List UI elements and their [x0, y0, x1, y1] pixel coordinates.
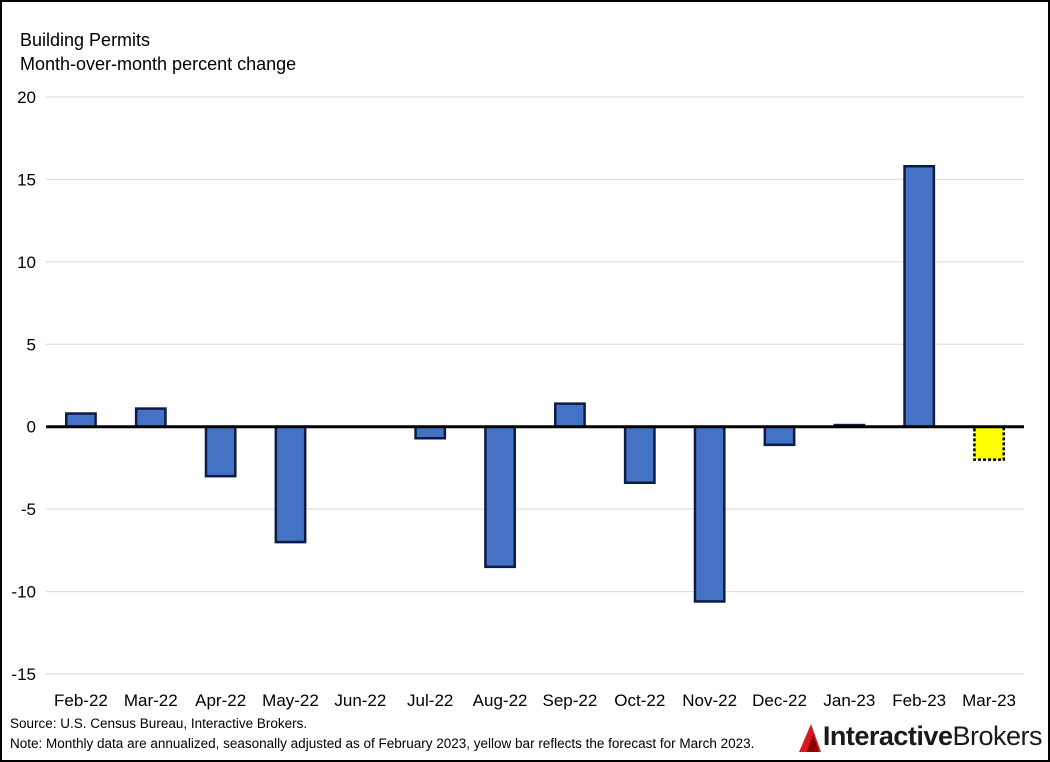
- y-axis-ticks: 20 15 10 5 0 -5 -10 -15: [11, 88, 36, 684]
- bars: [65, 164, 1005, 603]
- bar-Feb-22: [65, 412, 97, 428]
- x-tick-label: Mar-23: [962, 691, 1016, 710]
- bar-Sep-22: [554, 402, 586, 428]
- bar-Feb-23: [903, 164, 936, 428]
- y-tick-label: 5: [27, 335, 36, 354]
- bar-Dec-22: [763, 425, 796, 447]
- x-tick-label: Apr-22: [195, 691, 246, 710]
- bar-Mar-22: [134, 407, 167, 428]
- interactive-brokers-logo: InteractiveBrokers: [797, 721, 1042, 752]
- x-tick-label: Oct-22: [614, 691, 665, 710]
- x-tick-label: Jul-22: [407, 691, 453, 710]
- bar-Jul-22: [414, 425, 447, 440]
- gridlines: [46, 96, 1024, 675]
- y-tick-label: 15: [17, 170, 36, 189]
- x-tick-label: Dec-22: [752, 691, 807, 710]
- y-tick-label: 0: [27, 418, 36, 437]
- logo-text-interactive: Interactive: [822, 721, 953, 751]
- x-tick-label: Feb-22: [54, 691, 108, 710]
- forecast-bar-Mar-23: [973, 425, 1005, 461]
- bar-Nov-22: [693, 425, 726, 603]
- bar-Apr-22: [204, 425, 237, 478]
- x-tick-label: Feb-23: [892, 691, 946, 710]
- x-tick-label: Aug-22: [473, 691, 528, 710]
- bar-Oct-22: [623, 425, 656, 485]
- x-tick-label: May-22: [262, 691, 319, 710]
- x-tick-label: Sep-22: [543, 691, 598, 710]
- y-tick-label: 10: [17, 253, 36, 272]
- y-tick-label: -10: [11, 583, 36, 602]
- chart-title: Building Permits: [20, 30, 151, 50]
- x-axis-ticks: Feb-22 Mar-22 Apr-22 May-22 Jun-22 Jul-22 Aug-…: [54, 691, 1016, 710]
- ib-logo-icon: [798, 723, 821, 752]
- bar-May-22: [274, 425, 307, 544]
- bar-Aug-22: [484, 425, 516, 569]
- x-tick-label: Jun-22: [334, 691, 386, 710]
- x-tick-label: Jan-23: [823, 691, 875, 710]
- chart-subtitle: Month-over-month percent change: [20, 54, 297, 74]
- source-note: Source: U.S. Census Bureau, Interactive …: [10, 716, 308, 731]
- y-tick-label: -5: [21, 500, 36, 519]
- y-tick-label: 20: [17, 88, 36, 107]
- x-tick-label: Mar-22: [124, 691, 178, 710]
- logo-text-brokers: Brokers: [952, 721, 1042, 751]
- y-tick-label: -15: [11, 665, 36, 684]
- x-tick-label: Nov-22: [682, 691, 737, 710]
- methodology-note: Note: Monthly data are annualized, seaso…: [10, 736, 755, 751]
